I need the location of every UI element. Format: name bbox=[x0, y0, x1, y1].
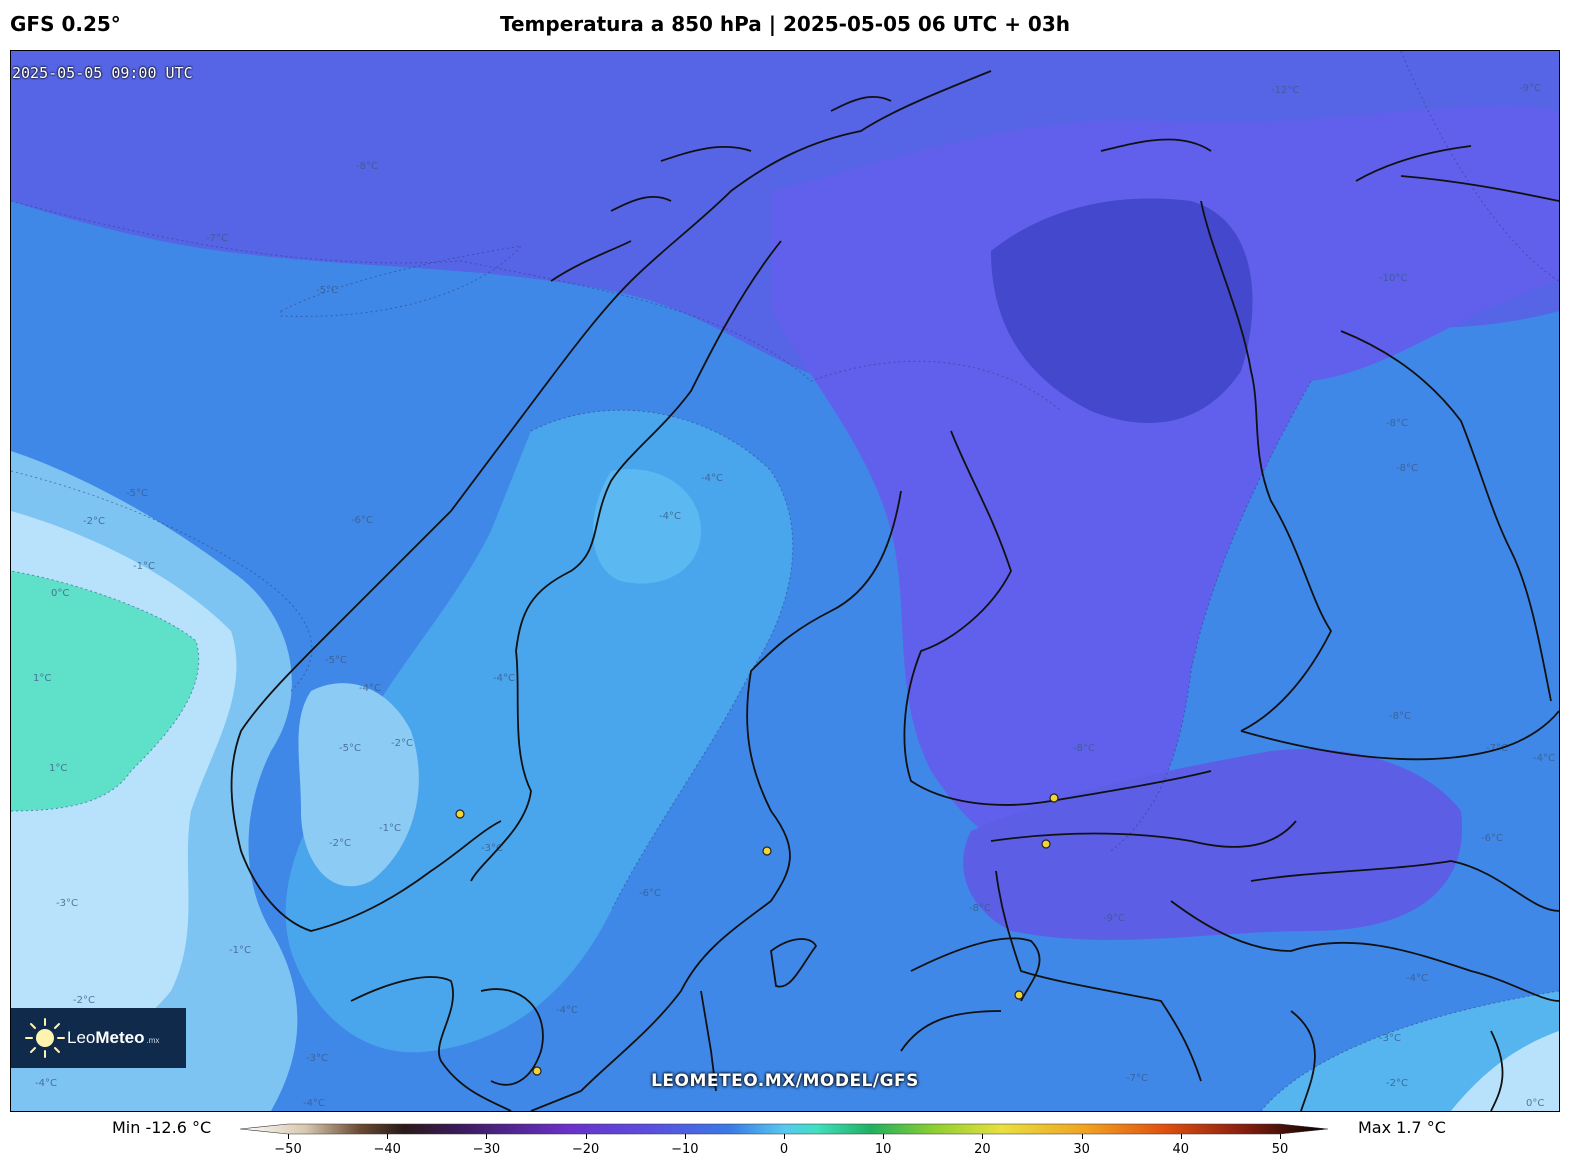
colorbar-tick-label: −10 bbox=[671, 1142, 699, 1157]
isotherm-labels: -12°C -8°C -7°C -5°C -5°C -6°C -2°C -1°C… bbox=[33, 83, 1555, 1109]
colorbar-tick-label: 50 bbox=[1271, 1142, 1289, 1157]
city-marker bbox=[1014, 990, 1024, 1000]
isotherm-label: -1°C bbox=[229, 945, 251, 956]
city-marker bbox=[1049, 793, 1059, 803]
colorbar-tick-mark bbox=[1180, 1134, 1182, 1139]
city-marker bbox=[1041, 839, 1051, 849]
isotherm-label: -2°C bbox=[83, 516, 105, 527]
colorbar-tick-mark bbox=[288, 1134, 289, 1139]
isotherm-label: 0°C bbox=[51, 588, 69, 599]
colorbar-tick-mark bbox=[684, 1134, 686, 1139]
isotherm-label: -7°C bbox=[1126, 1073, 1148, 1084]
colorbar-tick-label: −30 bbox=[472, 1142, 501, 1157]
isotherm-label: -8°C bbox=[969, 903, 991, 914]
zero-isotherm-region bbox=[11, 571, 199, 811]
isotherm-label: -5°C bbox=[325, 655, 347, 666]
isotherm-label: -2°C bbox=[1386, 1078, 1408, 1089]
colorbar-tick-mark bbox=[982, 1134, 984, 1139]
city-marker bbox=[532, 1066, 542, 1076]
colorbar-tick-label: 20 bbox=[974, 1142, 991, 1157]
cold-region-core bbox=[771, 105, 1559, 857]
isotherm-label: -3°C bbox=[481, 843, 503, 854]
isotherm-label: -9°C bbox=[1519, 83, 1541, 94]
valid-time-label: 2025-05-05 09:00 UTC bbox=[12, 64, 193, 82]
isotherm-label: -4°C bbox=[556, 1005, 578, 1016]
isotherm-label: -1°C bbox=[379, 823, 401, 834]
isotherm-label: -2°C bbox=[391, 738, 413, 749]
leometeo-logo[interactable]: LeoMeteo .mx bbox=[11, 1008, 186, 1068]
isotherm-label: -7°C bbox=[206, 233, 228, 244]
isotherm-label: -4°C bbox=[359, 683, 381, 694]
isotherm-label: -10°C bbox=[1379, 273, 1407, 284]
map-title: Temperatura a 850 hPa | 2025-05-05 06 UT… bbox=[499, 12, 1070, 36]
isotherm-label: -6°C bbox=[639, 888, 661, 899]
isotherm-label: -6°C bbox=[1481, 833, 1503, 844]
model-label: GFS 0.25° bbox=[10, 12, 121, 36]
isotherm-label: -4°C bbox=[659, 511, 681, 522]
isotherm-label: -4°C bbox=[493, 673, 515, 684]
isotherm-label: 1°C bbox=[49, 763, 67, 774]
colorbar-tick-mark bbox=[1081, 1134, 1083, 1139]
colorbar-tick-label: −40 bbox=[373, 1142, 401, 1157]
isotherm-label: -3°C bbox=[1379, 1033, 1401, 1044]
colorbar-tick-label: 40 bbox=[1172, 1142, 1190, 1157]
isotherm-label: -8°C bbox=[1073, 743, 1095, 754]
colorbar-max-label: Max 1.7 °C bbox=[1358, 1118, 1446, 1137]
isotherm-label: -4°C bbox=[1533, 753, 1555, 764]
colorbar-tick-label: 0 bbox=[779, 1142, 789, 1157]
source-watermark: LEOMETEO.MX/MODEL/GFS bbox=[651, 1071, 919, 1091]
colorbar-tick-mark bbox=[784, 1134, 785, 1139]
isotherm-label: -8°C bbox=[1386, 418, 1408, 429]
isotherm-label: -5°C bbox=[316, 285, 338, 296]
isotherm-label: -2°C bbox=[329, 838, 351, 849]
isotherm-label: -4°C bbox=[303, 1098, 325, 1109]
isotherm-label: -5°C bbox=[126, 488, 148, 499]
warm-pocket-norway bbox=[298, 683, 419, 887]
isotherm-label: -1°C bbox=[133, 561, 155, 572]
isotherm-label: 0°C bbox=[1526, 1098, 1544, 1109]
isotherm-label: -6°C bbox=[351, 515, 373, 526]
isotherm-label: -4°C bbox=[35, 1078, 57, 1089]
isotherm-label: -8°C bbox=[1389, 711, 1411, 722]
city-marker bbox=[455, 809, 465, 819]
temperature-colorbar bbox=[240, 1123, 1329, 1135]
isotherm-label: -3°C bbox=[56, 898, 78, 909]
colorbar-tick-label: 30 bbox=[1073, 1142, 1090, 1157]
colorbar-tick-mark bbox=[1280, 1134, 1281, 1139]
isotherm-label: -12°C bbox=[1271, 85, 1299, 96]
logo-wordmark: LeoMeteo .mx bbox=[67, 1028, 160, 1047]
colorbar-tick-mark bbox=[486, 1134, 488, 1139]
isotherm-lines bbox=[11, 51, 1559, 1111]
coldest-region bbox=[991, 198, 1253, 423]
isotherm-label: -4°C bbox=[701, 473, 723, 484]
colorbar-tick-mark bbox=[883, 1134, 885, 1139]
isotherm-label: -4°C bbox=[1406, 973, 1428, 984]
warm-region-southeast bbox=[1451, 1031, 1559, 1111]
isotherm-label: -3°C bbox=[306, 1053, 328, 1064]
isotherm-label: -2°C bbox=[73, 995, 95, 1006]
colorbar-tick-mark bbox=[387, 1134, 389, 1139]
warm-pocket-norway-2 bbox=[592, 469, 701, 584]
city-marker bbox=[762, 846, 772, 856]
sun-icon bbox=[25, 1018, 65, 1058]
isotherm-label: -8°C bbox=[1396, 463, 1418, 474]
colorbar-tick-label: 10 bbox=[874, 1142, 892, 1157]
coastlines bbox=[230, 70, 1559, 1111]
colorbar-tick-label: −20 bbox=[571, 1142, 600, 1157]
isotherm-label: -9°C bbox=[1103, 913, 1125, 924]
weather-map[interactable]: -12°C -8°C -7°C -5°C -5°C -6°C -2°C -1°C… bbox=[10, 50, 1560, 1112]
isotherm-label: -5°C bbox=[339, 743, 361, 754]
colorbar-tick-label: −50 bbox=[274, 1142, 302, 1157]
isotherm-label: -8°C bbox=[356, 161, 378, 172]
colorbar-min-label: Min -12.6 °C bbox=[112, 1118, 212, 1137]
isotherm-label: 1°C bbox=[33, 673, 51, 684]
colorbar-tick-mark bbox=[585, 1134, 587, 1139]
city-markers bbox=[455, 793, 1059, 1076]
